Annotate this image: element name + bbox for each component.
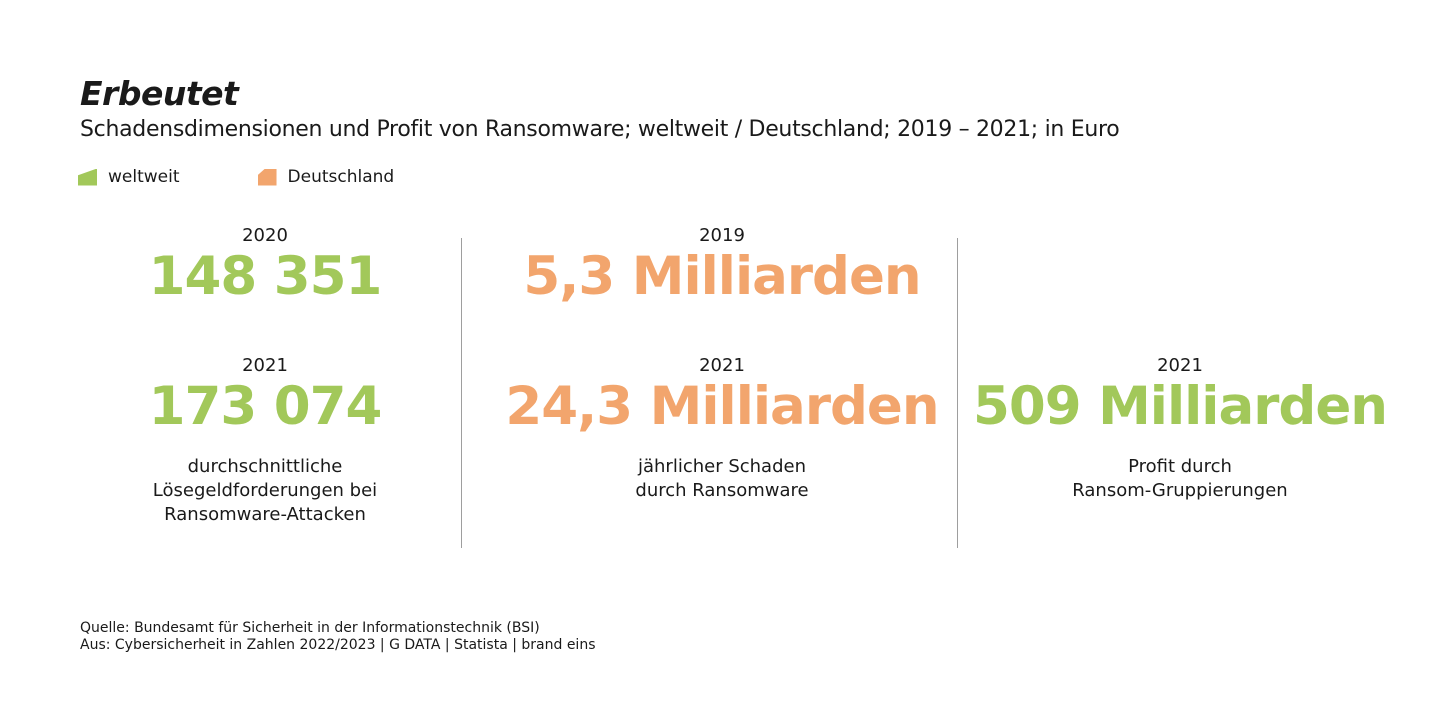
panel-description: Profit durch Ransom-Gruppierungen bbox=[945, 455, 1415, 503]
panel-description: durchschnittliche Lösegeldforderungen be… bbox=[30, 455, 500, 527]
description-line: Ransomware-Attacken bbox=[164, 504, 366, 525]
value-2021-ransom: 173 074 bbox=[148, 376, 383, 437]
description-line: Lösegeldforderungen bei bbox=[152, 480, 378, 501]
value-2019-damage: 5,3 Milliarden bbox=[523, 246, 921, 307]
description-line: Profit durch bbox=[1128, 456, 1232, 477]
value-2020-ransom: 148 351 bbox=[148, 246, 383, 307]
year-label: 2021 bbox=[242, 355, 288, 376]
chart-title: Erbeutet bbox=[80, 74, 239, 113]
legend-label-deutschland: Deutschland bbox=[287, 167, 395, 187]
year-label: 2019 bbox=[699, 225, 745, 246]
panel-profit: 2021 509 Milliarden Profit durch Ransom-… bbox=[945, 225, 1415, 503]
panel-annual-damage: 2019 5,3 Milliarden 2021 24,3 Milliarden… bbox=[487, 225, 957, 503]
value-2021-damage: 24,3 Milliarden bbox=[505, 376, 939, 437]
legend-item-weltweit: weltweit bbox=[78, 167, 180, 187]
description-line: durchschnittliche bbox=[187, 456, 343, 477]
column-divider bbox=[957, 238, 958, 548]
description-line: Ransom-Gruppierungen bbox=[1072, 480, 1288, 501]
column-divider bbox=[461, 238, 462, 548]
year-label: 2020 bbox=[242, 225, 288, 246]
source-note: Quelle: Bundesamt für Sicherheit in der … bbox=[80, 620, 596, 654]
legend-label-weltweit: weltweit bbox=[108, 167, 180, 187]
description-line: jährlicher Schaden bbox=[637, 456, 806, 477]
year-label: 2021 bbox=[1157, 355, 1203, 376]
source-line: Quelle: Bundesamt für Sicherheit in der … bbox=[80, 620, 540, 636]
chart-subtitle: Schadensdimensionen und Profit von Ranso… bbox=[80, 117, 1120, 142]
year-label: 2021 bbox=[699, 355, 745, 376]
panel-ransom-demands: 2020 148 351 2021 173 074 durchschnittli… bbox=[30, 225, 500, 527]
panel-description: jährlicher Schaden durch Ransomware bbox=[487, 455, 957, 503]
publication-line: Aus: Cybersicherheit in Zahlen 2022/2023… bbox=[80, 637, 596, 653]
legend-item-deutschland: Deutschland bbox=[257, 167, 395, 187]
legend-swatch-green bbox=[78, 168, 97, 186]
legend: weltweit Deutschland bbox=[78, 167, 394, 187]
legend-swatch-orange bbox=[257, 168, 277, 186]
description-line: durch Ransomware bbox=[635, 480, 809, 501]
value-2021-profit: 509 Milliarden bbox=[972, 376, 1388, 437]
